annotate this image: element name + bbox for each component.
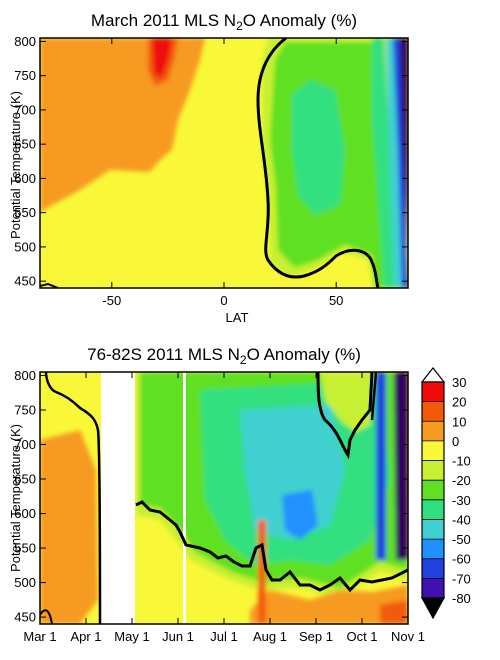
colorbar-swatch [422, 558, 444, 579]
colorbar-top-arrow [420, 367, 446, 383]
bottom-y-tick-label: 650 [14, 472, 36, 487]
colorbar-swatch [422, 480, 444, 500]
bottom-x-ticks: Mar 1 Apr 1 May 1 Jun 1 Jul 1 Aug 1 Sep 1 Oct 1… [23, 372, 425, 644]
top-y-tick-label: 600 [14, 171, 36, 186]
colorbar-label: 0 [452, 434, 459, 449]
bottom-zero-contour-upper [316, 372, 374, 460]
bottom-chart-title: 76-82S 2011 MLS N2O Anomaly (%) [87, 345, 361, 367]
colorbar-label: -50 [452, 532, 471, 547]
bottom-y-tick-label: 550 [14, 541, 36, 556]
top-x-axis-label: LAT [226, 310, 249, 325]
bottom-heat-cyan [240, 405, 345, 540]
top-y-tick-label: 500 [14, 239, 36, 254]
top-x-tick-label: 0 [220, 293, 227, 308]
colorbar-label: -60 [452, 552, 471, 567]
colorbar-swatch [422, 440, 444, 461]
bottom-panel: 76-82S 2011 MLS N2O Anomaly (%) [8, 345, 425, 644]
bottom-zero-contour-left-corner [40, 609, 53, 624]
top-y-ticks: 450 500 550 600 650 700 750 800 [14, 34, 408, 289]
colorbar-label: 30 [452, 375, 466, 390]
bottom-y-tick-label: 450 [14, 610, 36, 625]
bottom-heatmap [40, 372, 408, 624]
colorbar-labels: 30 20 10 0 -10 -20 -30 -40 -50 -60 -70 -80 [452, 375, 471, 606]
bottom-heat-blue-streak [376, 372, 386, 560]
bottom-heat-orange-left [40, 430, 98, 624]
bottom-heat-purple [394, 372, 408, 560]
colorbar-bottom-arrow [420, 597, 446, 620]
top-y-tick-label: 700 [14, 102, 36, 117]
top-x-tick-label: 50 [329, 293, 343, 308]
bottom-x-tick-label: Jun 1 [162, 629, 194, 644]
top-y-tick-label: 800 [14, 34, 36, 49]
bottom-nodata-gap-2 [183, 372, 186, 624]
colorbar-label: 20 [452, 395, 466, 410]
bottom-zero-contour-upper2 [370, 372, 378, 421]
bottom-heat-orange-bottom [250, 585, 408, 624]
top-heat-cyan [386, 38, 404, 288]
bottom-x-tick-label: Apr 1 [70, 629, 101, 644]
bottom-heat-lightblue [282, 490, 318, 540]
bottom-x-tick-label: Aug 1 [253, 629, 287, 644]
bottom-zero-contour-main [135, 500, 408, 593]
bottom-y-tick-label: 600 [14, 506, 36, 521]
colorbar-label: -70 [452, 571, 471, 586]
colorbar-label: -80 [452, 591, 471, 606]
bottom-y-ticks: 450 500 550 600 650 700 750 800 [14, 368, 408, 625]
bottom-y-tick-label: 800 [14, 368, 36, 383]
bottom-heat-red-bottom [258, 520, 266, 624]
colorbar-swatch [422, 499, 444, 520]
colorbar-swatches [420, 367, 446, 620]
top-heat-blue [393, 38, 408, 288]
colorbar-swatch [422, 578, 444, 598]
bottom-zero-contour-left [44, 372, 102, 624]
top-y-tick-label: 750 [14, 68, 36, 83]
bottom-heat-lightgreen-top [320, 372, 372, 432]
top-x-ticks: -50 0 50 [102, 38, 343, 308]
top-panel: March 2011 MLS N2O Anomaly (%) [8, 11, 409, 325]
colorbar: 30 20 10 0 -10 -20 -30 -40 -50 -60 -70 -80 [420, 367, 471, 620]
colorbar-label: -30 [452, 493, 471, 508]
top-heat-teal-edge [372, 38, 398, 288]
colorbar-swatch [422, 382, 444, 402]
bottom-x-tick-label: May 1 [114, 629, 149, 644]
bottom-y-tick-label: 750 [14, 402, 36, 417]
bottom-heat-red-bottom2 [380, 600, 408, 624]
colorbar-label: -40 [452, 512, 471, 527]
bottom-x-tick-label: Jul 1 [210, 629, 237, 644]
colorbar-label: -10 [452, 454, 471, 469]
bottom-y-axis-label: Potential Temperature (K) [8, 424, 23, 572]
top-y-axis-label: Potential Temperature (K) [8, 91, 23, 239]
top-zero-contour [256, 38, 380, 288]
bottom-x-tick-label: Oct 1 [346, 629, 377, 644]
colorbar-swatch [422, 421, 444, 441]
bottom-x-tick-label: Sep 1 [299, 629, 333, 644]
bottom-y-tick-label: 700 [14, 437, 36, 452]
colorbar-swatch [422, 539, 444, 559]
top-y-tick-label: 550 [14, 205, 36, 220]
top-heat-teal-core [292, 80, 345, 215]
top-y-tick-label: 650 [14, 137, 36, 152]
colorbar-label: -20 [452, 473, 471, 488]
top-chart-title: March 2011 MLS N2O Anomaly (%) [91, 11, 357, 33]
colorbar-label: 10 [452, 414, 466, 429]
top-heat-red-core [152, 38, 172, 78]
top-heatmap [40, 38, 408, 288]
colorbar-swatch [422, 460, 444, 481]
bottom-y-tick-label: 500 [14, 575, 36, 590]
colorbar-swatch [422, 401, 444, 422]
bottom-nodata-gap-1 [101, 372, 135, 624]
bottom-x-tick-label: Mar 1 [23, 629, 56, 644]
top-x-tick-label: -50 [102, 293, 121, 308]
top-y-tick-label: 450 [14, 274, 36, 289]
colorbar-swatch [422, 519, 444, 540]
top-zero-contour-corner [40, 282, 59, 288]
bottom-x-tick-label: Nov 1 [391, 629, 425, 644]
